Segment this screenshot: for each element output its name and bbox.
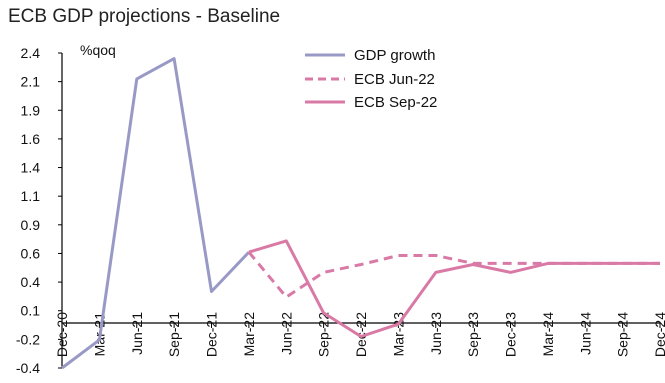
- y-tick-label: 0.1: [21, 303, 41, 319]
- x-tick-label: Sep-22: [316, 312, 332, 357]
- legend: GDP growth ECB Jun-22 ECB Sep-22: [305, 47, 437, 111]
- x-tick-label: Mar-24: [540, 312, 556, 357]
- y-tick-label: 1.1: [21, 188, 41, 204]
- legend-label: ECB Jun-22: [354, 71, 435, 88]
- x-tick-label: Jun-24: [577, 312, 593, 355]
- y-tick-label: 0.4: [21, 274, 41, 290]
- x-tick-label: Dec-21: [204, 312, 220, 357]
- y-tick-label: 1.4: [21, 160, 41, 176]
- x-tick-label: Sep-23: [465, 312, 481, 357]
- x-tick-label: Mar-23: [390, 312, 406, 357]
- x-tick-label: Jun-22: [278, 312, 294, 355]
- y-tick-label: 1.6: [21, 131, 41, 147]
- chart-title: ECB GDP projections - Baseline: [8, 6, 281, 27]
- x-tick-label: Dec-22: [353, 312, 369, 357]
- x-tick-label: Jun-23: [428, 312, 444, 355]
- x-tick-label: Mar-22: [241, 312, 257, 357]
- y-tick-label: 2.4: [21, 45, 41, 61]
- y-axis-unit-label: %qoq: [80, 42, 116, 58]
- x-tick-label: Jun-21: [129, 312, 145, 355]
- y-tick-label: -0.4: [16, 360, 40, 376]
- y-tick-label: 0.6: [21, 245, 41, 261]
- y-tick-label: -0.2: [16, 331, 40, 347]
- legend-label: ECB Sep-22: [354, 94, 437, 111]
- x-tick-label: Sep-24: [615, 312, 631, 357]
- axes: [61, 53, 661, 368]
- y-tick-label: 2.1: [21, 74, 41, 90]
- y-tick-labels: 2.4 2.1 1.9 1.6 1.4 1.1 0.9 0.6 0.4 0.1 -0.2 -0.4: [16, 45, 62, 376]
- series-line-gdp-growth: [61, 57, 250, 370]
- x-tick-label: Dec-20: [54, 312, 70, 357]
- x-tick-label: Dec-23: [503, 312, 519, 357]
- x-tick-labels: Dec-20 Mar-21 Jun-21 Sep-21 Dec-21 Mar-22 Jun-…: [54, 312, 665, 357]
- x-tick-label: Sep-21: [166, 312, 182, 357]
- y-tick-label: 0.9: [21, 217, 41, 233]
- series-line-ecb-sep-22: [248, 239, 660, 338]
- x-tick-label: Dec-24: [652, 312, 665, 357]
- legend-label: GDP growth: [354, 47, 435, 64]
- series-lines: [61, 57, 660, 370]
- y-tick-label: 1.9: [21, 102, 41, 118]
- series-line-ecb-jun-22: [247, 251, 660, 299]
